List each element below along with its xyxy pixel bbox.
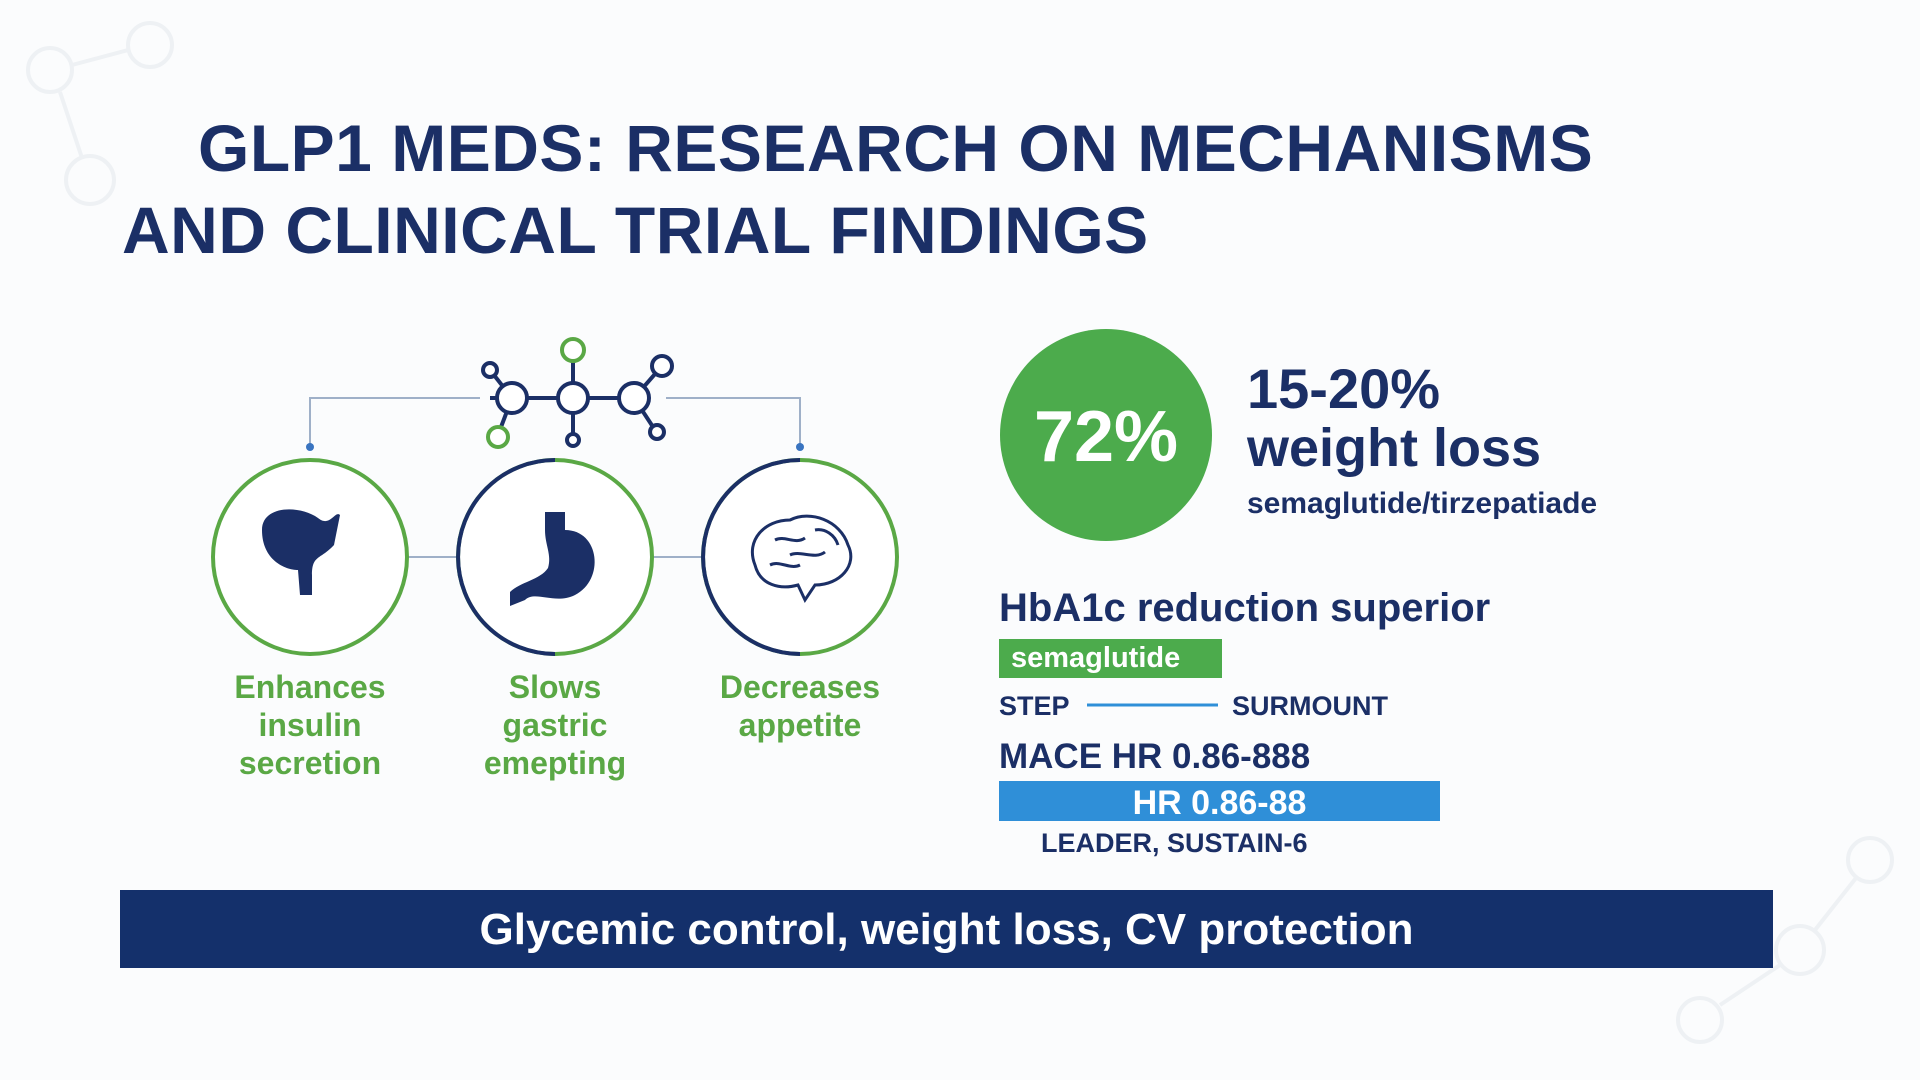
mechanism-label: Slows gastric emepting [483,669,627,781]
badge [999,639,1222,678]
stomach-icon [510,512,595,606]
footer-bar [120,890,1773,968]
title-line: AND CLINICAL TRIAL FINDINGS [122,193,1149,267]
brain-icon [751,514,853,604]
dot [796,443,804,451]
mechanism-label: Decreases appetite [719,669,881,743]
mechanism-label: Enhances insulin secretion [234,669,386,781]
background-molecules [26,21,1894,1044]
molecule-icon [481,337,674,449]
dot [306,443,314,451]
title-line: GLP1 MEDS: RESEARCH ON MECHANISMS [198,111,1594,185]
hr-bar [999,781,1440,821]
connectors [309,397,801,558]
hr-bar-text: HR 0.86-88 [1132,784,1307,822]
hba1c-heading: HbA1c reduction superior [999,586,1491,630]
trial-name: SURMOUNT [1232,691,1388,721]
badge-text: semaglutide [1011,642,1181,674]
weight-caption: weight loss [1247,418,1542,478]
mace-trials: LEADER, SUSTAIN-6 [1041,828,1308,858]
percent: 72% [1033,397,1179,477]
mace-heading: MACE HR 0.86-888 [999,737,1311,776]
weight-range: 15-20% [1247,357,1441,420]
pancreas-icon [262,509,340,595]
drug-names: semaglutide/tirzepatiade [1247,487,1598,520]
footer-text: Glycemic control, weight loss, CV protec… [479,905,1414,954]
percent-circle [1000,329,1212,541]
trial-name: STEP [999,691,1070,721]
